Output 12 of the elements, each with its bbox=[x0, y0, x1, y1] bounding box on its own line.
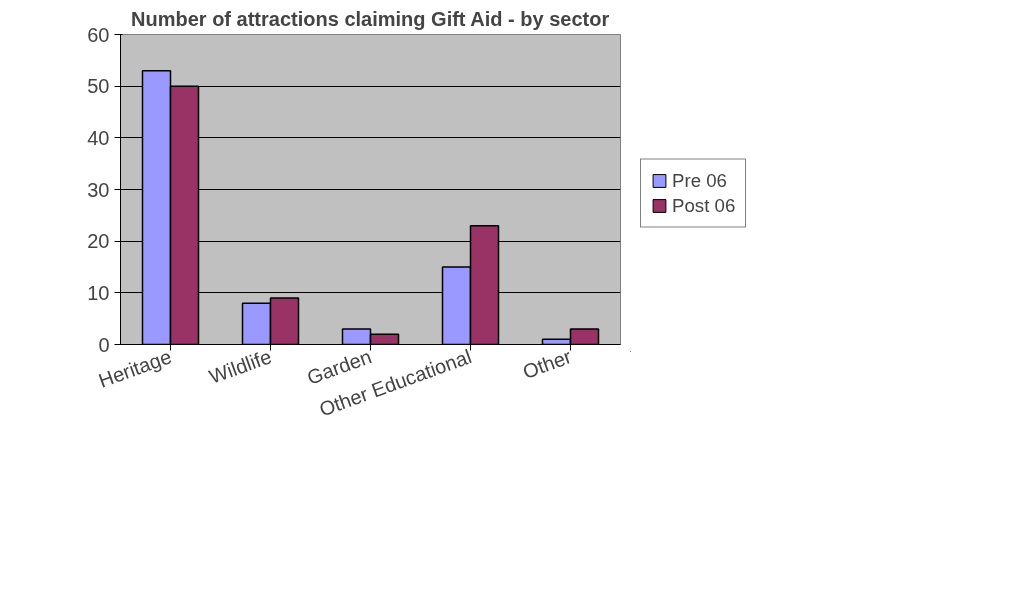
y-tick-label: 20 bbox=[87, 230, 110, 253]
y-tick-label: 50 bbox=[87, 75, 110, 98]
x-tick-label: Other bbox=[519, 345, 575, 383]
x-tick-label: Wildlife bbox=[206, 345, 275, 388]
legend-label: Post 06 bbox=[672, 194, 736, 216]
y-tick-label: 40 bbox=[87, 126, 110, 149]
y-tick-label: 60 bbox=[87, 23, 110, 46]
y-tick-label: 10 bbox=[87, 281, 110, 304]
chart-title: Number of attractions claiming Gift Aid - by sector bbox=[131, 7, 610, 30]
y-tick-label: 0 bbox=[98, 333, 110, 356]
y-tick-label: 30 bbox=[87, 178, 110, 201]
legend-label: Pre 06 bbox=[672, 169, 727, 191]
